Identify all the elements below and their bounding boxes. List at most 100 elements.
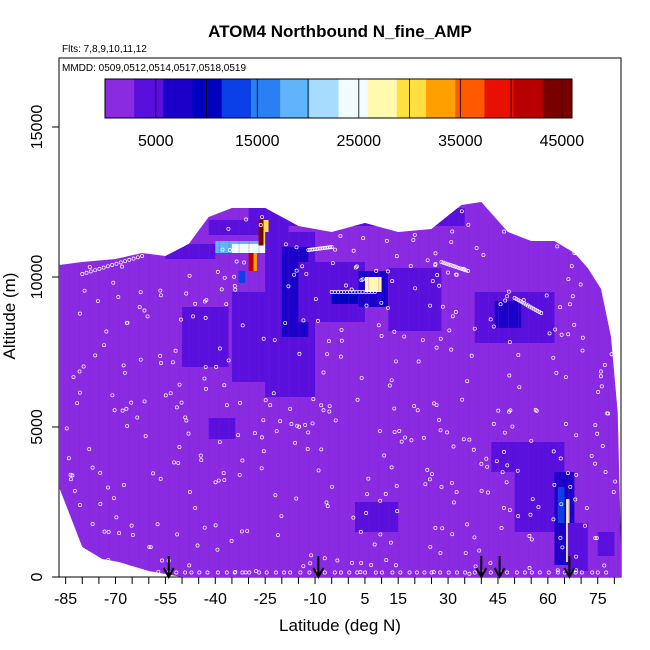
track-point bbox=[77, 311, 82, 316]
track-point bbox=[309, 553, 313, 558]
track-point bbox=[386, 269, 390, 274]
track-point bbox=[359, 375, 364, 380]
track-point bbox=[95, 299, 100, 303]
heatmap-slice-line bbox=[168, 202, 170, 577]
track-point bbox=[322, 570, 327, 575]
track-point bbox=[394, 563, 398, 568]
track-point bbox=[420, 338, 425, 342]
track-point bbox=[111, 280, 116, 285]
track-point bbox=[222, 478, 227, 482]
heatmap-cell bbox=[331, 292, 359, 304]
track-point bbox=[394, 483, 399, 488]
heatmap-slice-line bbox=[318, 202, 320, 577]
track-point bbox=[172, 460, 177, 465]
heatmap-slice-line bbox=[308, 202, 310, 577]
track-point bbox=[446, 270, 451, 275]
track-point bbox=[486, 490, 490, 495]
track-point bbox=[205, 570, 210, 575]
track-point bbox=[369, 563, 374, 567]
track-point bbox=[259, 466, 264, 471]
track-point bbox=[364, 510, 369, 515]
track-point bbox=[122, 370, 127, 375]
track-point bbox=[428, 544, 433, 549]
heatmap-slice-line bbox=[218, 202, 220, 577]
track-point bbox=[102, 529, 107, 534]
track-point bbox=[440, 526, 445, 531]
track-point bbox=[595, 570, 600, 575]
track-point bbox=[138, 290, 143, 295]
track-point bbox=[238, 400, 243, 405]
x-tick-label: -10 bbox=[303, 591, 326, 608]
track-point bbox=[554, 370, 559, 375]
track-point bbox=[505, 463, 510, 468]
track-point bbox=[101, 265, 106, 270]
track-point bbox=[450, 263, 455, 268]
track-point bbox=[372, 542, 377, 547]
track-point bbox=[438, 551, 443, 555]
track-point bbox=[528, 512, 533, 517]
track-point bbox=[271, 391, 276, 396]
track-point bbox=[142, 399, 147, 404]
track-point bbox=[433, 525, 438, 530]
colorbar-swatch bbox=[134, 79, 164, 118]
track-point bbox=[106, 558, 111, 562]
track-point bbox=[605, 411, 610, 416]
track-point bbox=[558, 305, 563, 310]
track-point bbox=[213, 523, 218, 528]
track-point bbox=[473, 564, 478, 569]
track-point bbox=[384, 238, 389, 243]
heatmap-slice-line bbox=[398, 202, 400, 577]
track-point bbox=[595, 431, 600, 436]
track-point bbox=[203, 315, 208, 320]
track-point bbox=[124, 321, 129, 325]
track-point bbox=[324, 500, 329, 505]
track-point bbox=[184, 291, 189, 296]
track-point bbox=[220, 247, 225, 252]
track-point bbox=[437, 283, 442, 288]
track-point bbox=[563, 375, 568, 379]
track-point bbox=[321, 370, 326, 375]
track-point bbox=[598, 374, 603, 379]
chart-title: ATOM4 Northbound N_fine_AMP bbox=[208, 22, 472, 41]
track-point bbox=[81, 364, 86, 369]
track-point bbox=[544, 293, 549, 298]
colorbar-swatch bbox=[280, 79, 310, 118]
track-point bbox=[502, 449, 506, 454]
heatmap-slice-line bbox=[388, 202, 390, 577]
track-point bbox=[365, 492, 370, 497]
track-point bbox=[286, 284, 291, 289]
track-point bbox=[407, 570, 412, 575]
track-point bbox=[440, 304, 445, 309]
track-point bbox=[555, 244, 560, 249]
track-point bbox=[366, 476, 371, 481]
track-point bbox=[514, 570, 519, 575]
track-point bbox=[449, 480, 454, 485]
heatmap-slice-line bbox=[527, 202, 529, 577]
x-tick-label: -40 bbox=[204, 591, 227, 608]
track-point bbox=[187, 273, 192, 278]
track-point bbox=[546, 570, 551, 575]
track-point bbox=[593, 253, 598, 258]
x-axis: -85 -70 -55 -40 -25 -10 5 15 30 45 60 75 bbox=[54, 577, 615, 608]
track-point bbox=[226, 358, 231, 363]
track-point bbox=[504, 480, 509, 485]
track-point bbox=[425, 258, 430, 263]
track-point bbox=[303, 422, 308, 427]
track-point bbox=[609, 352, 614, 357]
heatmap-cell bbox=[253, 253, 257, 271]
track-point bbox=[409, 438, 414, 443]
track-point bbox=[394, 359, 398, 364]
track-point bbox=[158, 288, 163, 293]
track-point bbox=[529, 570, 534, 575]
track-point bbox=[123, 259, 127, 264]
track-point bbox=[117, 531, 122, 536]
track-point bbox=[576, 251, 581, 256]
track-point bbox=[322, 556, 327, 561]
track-point bbox=[147, 545, 152, 549]
heatmap-slice-line bbox=[567, 202, 569, 577]
heatmap-slice-line bbox=[497, 202, 499, 577]
track-point bbox=[202, 376, 207, 381]
down-arrow-icon bbox=[162, 556, 175, 580]
track-point bbox=[159, 293, 163, 298]
track-point bbox=[294, 496, 299, 501]
